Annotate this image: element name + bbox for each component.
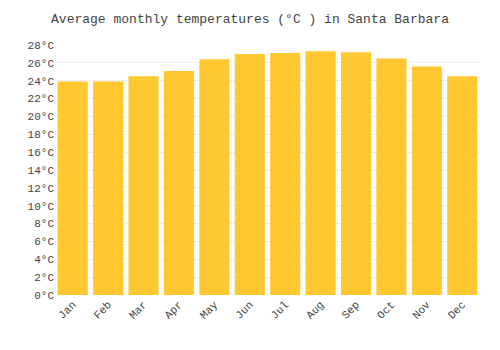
svg-text:28°C: 28°C — [28, 40, 55, 52]
svg-text:22°C: 22°C — [28, 93, 55, 105]
svg-text:Apr: Apr — [162, 299, 184, 321]
svg-text:Jul: Jul — [269, 299, 291, 321]
svg-text:Average monthly temperatures (: Average monthly temperatures (°C ) in Sa… — [51, 12, 449, 27]
svg-text:Mar: Mar — [127, 299, 149, 321]
svg-text:10°C: 10°C — [28, 201, 55, 213]
svg-text:18°C: 18°C — [28, 129, 55, 141]
svg-text:2°C: 2°C — [34, 272, 54, 284]
svg-text:Aug: Aug — [304, 299, 326, 321]
svg-text:Dec: Dec — [446, 299, 468, 321]
svg-text:Jan: Jan — [56, 299, 78, 321]
svg-text:Feb: Feb — [92, 299, 114, 321]
svg-text:Oct: Oct — [375, 299, 397, 321]
svg-text:20°C: 20°C — [28, 111, 55, 123]
svg-text:24°C: 24°C — [28, 76, 55, 88]
svg-text:Jun: Jun — [233, 299, 255, 321]
svg-text:Nov: Nov — [410, 299, 433, 322]
svg-text:May: May — [198, 299, 221, 322]
svg-text:4°C: 4°C — [34, 254, 54, 266]
svg-text:8°C: 8°C — [34, 218, 54, 230]
svg-text:6°C: 6°C — [34, 236, 54, 248]
svg-text:16°C: 16°C — [28, 147, 55, 159]
svg-text:14°C: 14°C — [28, 165, 55, 177]
svg-text:Sep: Sep — [340, 299, 362, 321]
svg-text:0°C: 0°C — [34, 290, 54, 302]
svg-text:26°C: 26°C — [28, 58, 55, 70]
svg-text:12°C: 12°C — [28, 183, 55, 195]
